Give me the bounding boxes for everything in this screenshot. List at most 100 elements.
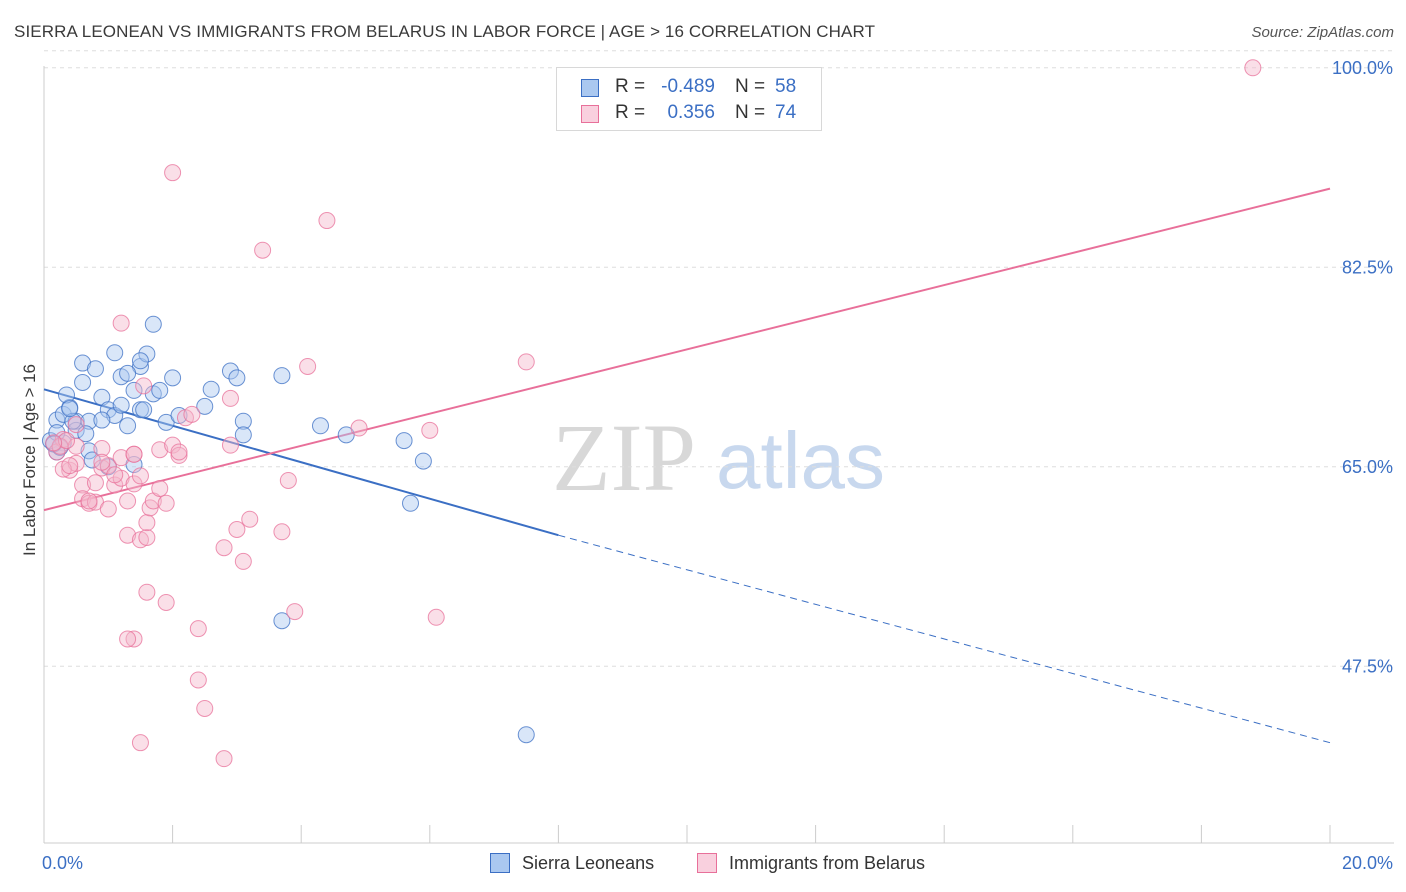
point-sierra-leoneans (234, 426, 252, 444)
point-belarus (1244, 59, 1262, 77)
point-belarus (221, 389, 239, 407)
legend-label: Sierra Leoneans (522, 853, 655, 873)
watermark-zip: ZIP (552, 404, 696, 511)
stats-row-belarus: R = 0.356 N = 74 (557, 102, 821, 128)
trendline-belarus (43, 187, 1331, 512)
point-belarus (151, 479, 169, 497)
point-belarus (58, 432, 76, 450)
point-belarus (151, 441, 169, 459)
point-belarus (119, 630, 137, 648)
point-sierra-leoneans (61, 400, 79, 418)
point-belarus (221, 436, 239, 454)
r-value: 0.356 (667, 102, 715, 123)
point-belarus (228, 521, 246, 538)
y-tick-label: 100.0% (1332, 58, 1393, 78)
x-tick-label: 0.0% (42, 853, 83, 873)
point-sierra-leoneans (106, 407, 124, 424)
point-belarus (427, 608, 445, 626)
point-sierra-leoneans (196, 397, 214, 415)
point-belarus (254, 241, 272, 259)
point-belarus (119, 492, 137, 510)
point-belarus (67, 454, 85, 472)
legend-blue-swatch (490, 853, 510, 873)
y-tick-label: 65.0% (1342, 457, 1393, 477)
point-sierra-leoneans (151, 381, 169, 399)
point-belarus (196, 699, 214, 717)
point-sierra-leoneans (80, 442, 98, 460)
point-sierra-leoneans (106, 344, 124, 362)
point-sierra-leoneans (138, 345, 156, 363)
legend-pink-swatch (697, 853, 717, 873)
watermark-atlas: atlas (716, 416, 885, 505)
point-sierra-leoneans (99, 401, 117, 419)
y-tick-label: 82.5% (1342, 257, 1393, 277)
n-label: N = (735, 76, 766, 97)
point-belarus (350, 419, 368, 437)
point-belarus (125, 630, 143, 648)
point-belarus (61, 457, 79, 475)
point-belarus (279, 471, 297, 489)
point-sierra-leoneans (58, 386, 76, 404)
point-belarus (138, 528, 156, 546)
point-belarus (421, 421, 439, 439)
point-belarus (157, 593, 175, 611)
point-sierra-leoneans (119, 417, 137, 435)
point-sierra-leoneans (74, 373, 92, 391)
point-belarus (215, 750, 233, 768)
source-label: Source: ZipAtlas.com (1251, 24, 1394, 41)
point-belarus (61, 461, 79, 479)
point-belarus (183, 405, 201, 423)
point-sierra-leoneans (517, 726, 535, 744)
point-sierra-leoneans (221, 362, 239, 380)
point-belarus (215, 539, 233, 557)
point-belarus (106, 466, 124, 484)
x-tick-label: 20.0% (1342, 853, 1393, 873)
point-sierra-leoneans (119, 364, 137, 382)
point-sierra-leoneans (170, 407, 188, 424)
point-belarus (286, 603, 304, 621)
point-sierra-leoneans (273, 612, 291, 630)
point-sierra-leoneans (311, 417, 329, 435)
point-belarus (93, 440, 111, 458)
point-sierra-leoneans (135, 401, 153, 419)
point-belarus (189, 671, 207, 689)
y-tick-labels: 47.5% 65.0% 82.5% 100.0% (1332, 58, 1393, 676)
point-belarus (234, 552, 252, 570)
point-belarus (74, 476, 92, 494)
point-sierra-leoneans (395, 432, 413, 450)
point-sierra-leoneans (112, 396, 130, 414)
trendline-sierra-leoneans (43, 388, 559, 537)
trendlines (43, 187, 1331, 744)
point-sierra-leoneans (234, 412, 252, 430)
point-sierra-leoneans (74, 354, 92, 372)
r-value: -0.489 (661, 76, 715, 97)
trendline-sierra-leoneans-extension (558, 534, 1331, 744)
point-sierra-leoneans (414, 452, 432, 470)
point-belarus (135, 377, 153, 395)
r-label: R = (615, 102, 646, 123)
point-belarus (80, 492, 98, 510)
watermark: ZIP atlas (552, 404, 885, 511)
r-label: R = (615, 76, 646, 97)
blue-swatch (581, 79, 599, 97)
point-belarus (517, 353, 535, 371)
n-value: 74 (775, 102, 797, 123)
n-value: 58 (775, 76, 797, 97)
chart-title: SIERRA LEONEAN VS IMMIGRANTS FROM BELARU… (14, 22, 876, 41)
point-belarus (273, 523, 291, 541)
point-sierra-leoneans (144, 315, 162, 333)
point-belarus (131, 467, 149, 485)
point-belarus (106, 476, 124, 494)
point-sierra-leoneans (64, 412, 82, 430)
point-belarus (318, 212, 336, 230)
point-belarus (112, 449, 130, 467)
pink-swatch (581, 105, 599, 123)
point-belarus (125, 445, 143, 463)
point-sierra-leoneans (273, 367, 291, 385)
point-belarus (170, 443, 188, 461)
stats-box: R = -0.489 N = 58 R = 0.356 N = 74 (556, 67, 822, 131)
point-sierra-leoneans (228, 369, 246, 387)
point-belarus (164, 436, 182, 454)
point-belarus (138, 514, 156, 532)
point-belarus (86, 474, 104, 492)
